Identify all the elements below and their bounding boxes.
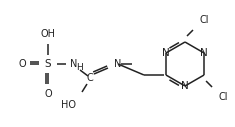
Text: N: N <box>114 59 121 69</box>
Text: Cl: Cl <box>218 92 227 102</box>
Text: O: O <box>44 89 52 99</box>
Text: C: C <box>87 73 93 83</box>
Text: N: N <box>162 48 170 58</box>
Text: N: N <box>70 59 77 69</box>
Text: Cl: Cl <box>199 15 208 25</box>
Text: N: N <box>200 48 208 58</box>
Text: O: O <box>18 59 26 69</box>
Text: N: N <box>181 81 189 91</box>
Text: H: H <box>76 62 83 72</box>
Text: OH: OH <box>40 29 55 39</box>
Text: S: S <box>45 59 51 69</box>
Text: HO: HO <box>61 100 76 110</box>
